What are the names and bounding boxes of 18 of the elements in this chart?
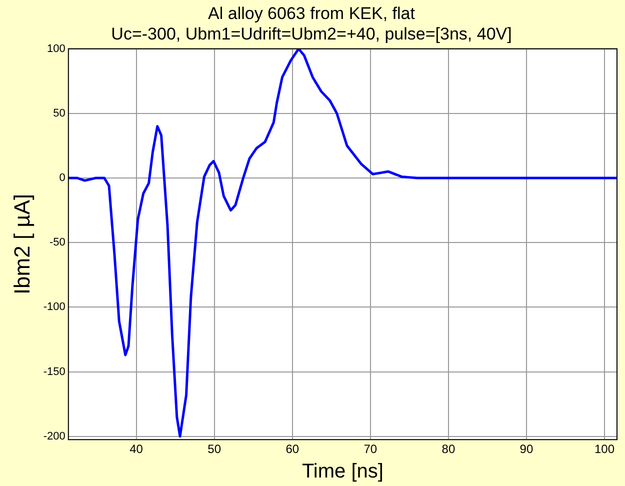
x-tick-label: 60 <box>286 442 300 456</box>
x-tick-label: 40 <box>130 442 144 456</box>
y-tick-label: 0 <box>59 172 66 184</box>
y-tick-label: -200 <box>43 430 66 442</box>
y-tick-label: 50 <box>53 107 66 120</box>
y-tick-label: -150 <box>43 366 66 378</box>
x-tick-label: 90 <box>520 442 534 456</box>
x-tick-label: 70 <box>364 442 378 456</box>
y-tick-label: -50 <box>50 236 66 249</box>
chart-title: Al alloy 6063 from KEK, flat <box>208 4 416 23</box>
x-tick-label: 100 <box>594 442 615 456</box>
y-tick-label: 100 <box>47 42 66 55</box>
y-axis-title: Ibm2 [ µA] <box>9 194 34 295</box>
x-tick-label: 50 <box>208 442 222 456</box>
x-axis-title: Time [ns] <box>302 460 384 483</box>
y-tick-label: -100 <box>43 301 66 314</box>
x-tick-label: 80 <box>442 442 456 456</box>
chart-subtitle: Uc=-300, Ubm1=Udrift=Ubm2=+40, pulse=[3ns, 40V] <box>111 24 512 44</box>
